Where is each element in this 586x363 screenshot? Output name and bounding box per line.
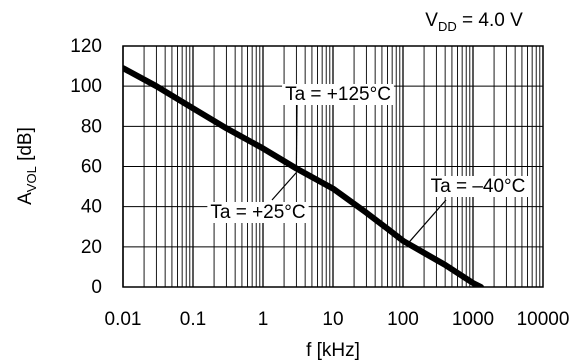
condition-subscript: DD [438,19,457,34]
grid [122,45,543,288]
x-tick-label: 100 [387,309,419,330]
y-axis-label: AVOL [dB] [15,127,39,205]
annotation-label: Ta = –40°C [431,176,526,197]
annotation-leader-line [295,104,298,167]
y-axis-label-suffix: [dB] [15,127,36,166]
annotation-leader-line [408,199,447,244]
plot-frame [122,45,544,288]
y-tick-label: 100 [70,76,102,97]
y-tick-label: 120 [70,36,102,57]
annotation-label-background [282,84,394,105]
annotation-label-background [207,202,309,223]
x-tick-label: 10000 [517,309,570,330]
y-tick-label: 60 [81,157,102,178]
annotation-leader-line [271,172,297,201]
x-axis-label: f [kHz] [306,340,360,361]
annotation-label: Ta = +25°C [210,202,305,223]
tick-labels: 0.01 0.1 1 10 100 1000 10000 0 20 40 60 80 100 120 [70,36,569,330]
gain-curve [123,65,484,287]
y-tick-label: 40 [81,197,102,218]
condition-prefix: V [425,10,438,31]
curve-layer [123,65,484,287]
x-tick-label: 1 [258,309,269,330]
x-tick-label: 0.01 [105,309,142,330]
x-tick-label: 0.1 [180,309,206,330]
y-axis-label-subscript: VOL [24,166,39,192]
annotation-label: Ta = +125°C [285,84,391,105]
annotation-label-background [427,176,529,197]
y-axis-label-prefix: A [15,192,36,205]
y-tick-label: 80 [81,116,102,137]
x-tick-label: 10 [322,309,343,330]
y-tick-label: 0 [91,277,102,298]
annotations: Ta = +125°C Ta = +25°C Ta = –40°C [207,84,529,244]
x-tick-label: 1000 [452,309,494,330]
condition-value: = 4.0 V [457,10,523,31]
supply-voltage-condition: VDD = 4.0 V [425,10,523,34]
y-tick-label: 20 [81,237,102,258]
